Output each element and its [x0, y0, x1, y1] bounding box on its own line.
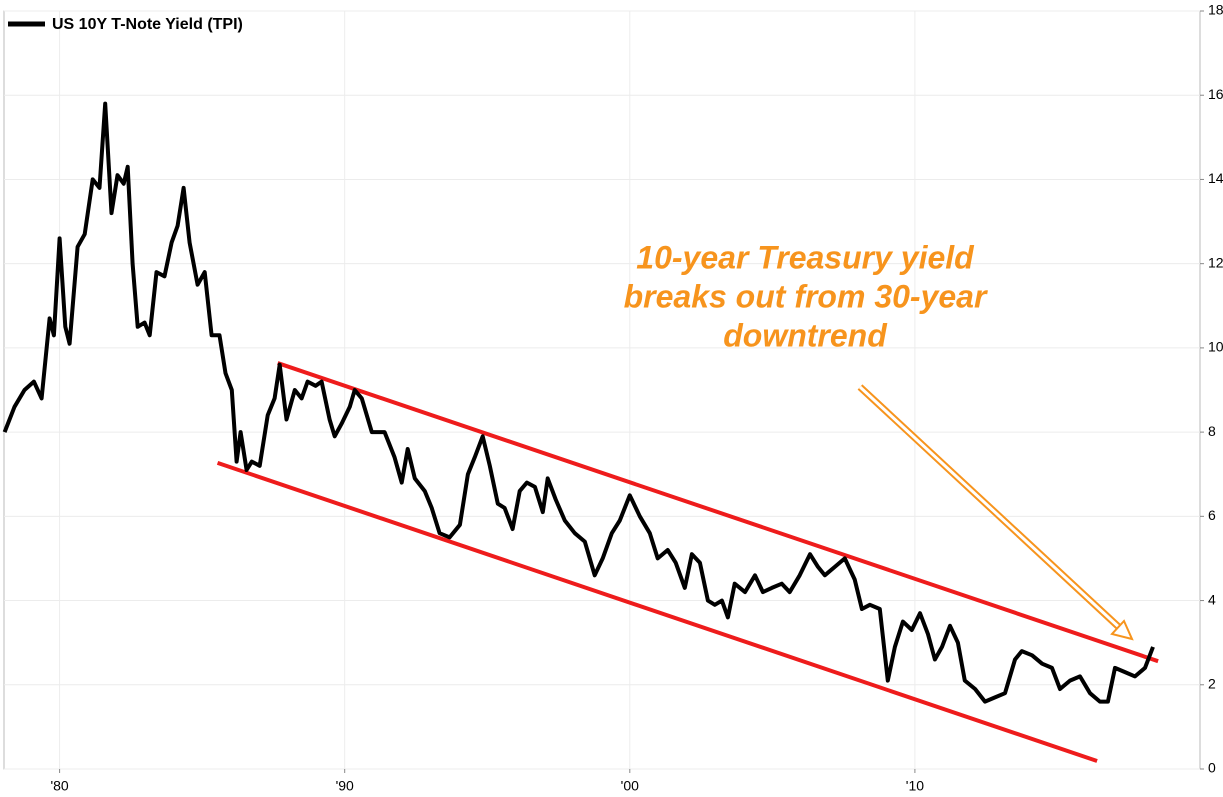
x-tick-label: '10 [906, 778, 924, 794]
trend-line [277, 361, 1159, 664]
series-line [2, 101, 1155, 704]
y-tick-label: 18 [1208, 2, 1223, 18]
y-tick-label: 4 [1208, 591, 1216, 607]
annotation: breaks out from 30-year [624, 278, 988, 314]
y-tick-label: 14 [1208, 170, 1223, 186]
y-tick-label: 8 [1208, 423, 1216, 439]
y-tick-label: 6 [1208, 507, 1216, 523]
x-tick-label: '90 [336, 778, 354, 794]
annotation: downtrend [723, 317, 888, 353]
x-tick-label: '00 [621, 778, 639, 794]
legend-label: US 10Y T-Note Yield (TPI) [52, 16, 243, 33]
y-tick-label: 16 [1208, 86, 1223, 102]
annotation: 10-year Treasury yield [636, 239, 975, 275]
arrow [857, 384, 1134, 641]
x-tick-label: '80 [50, 778, 68, 794]
y-tick-label: 2 [1208, 675, 1216, 691]
trend-line [216, 460, 1098, 763]
y-tick-label: 0 [1208, 760, 1216, 776]
y-tick-label: 12 [1208, 254, 1223, 270]
y-tick-label: 10 [1208, 339, 1223, 355]
